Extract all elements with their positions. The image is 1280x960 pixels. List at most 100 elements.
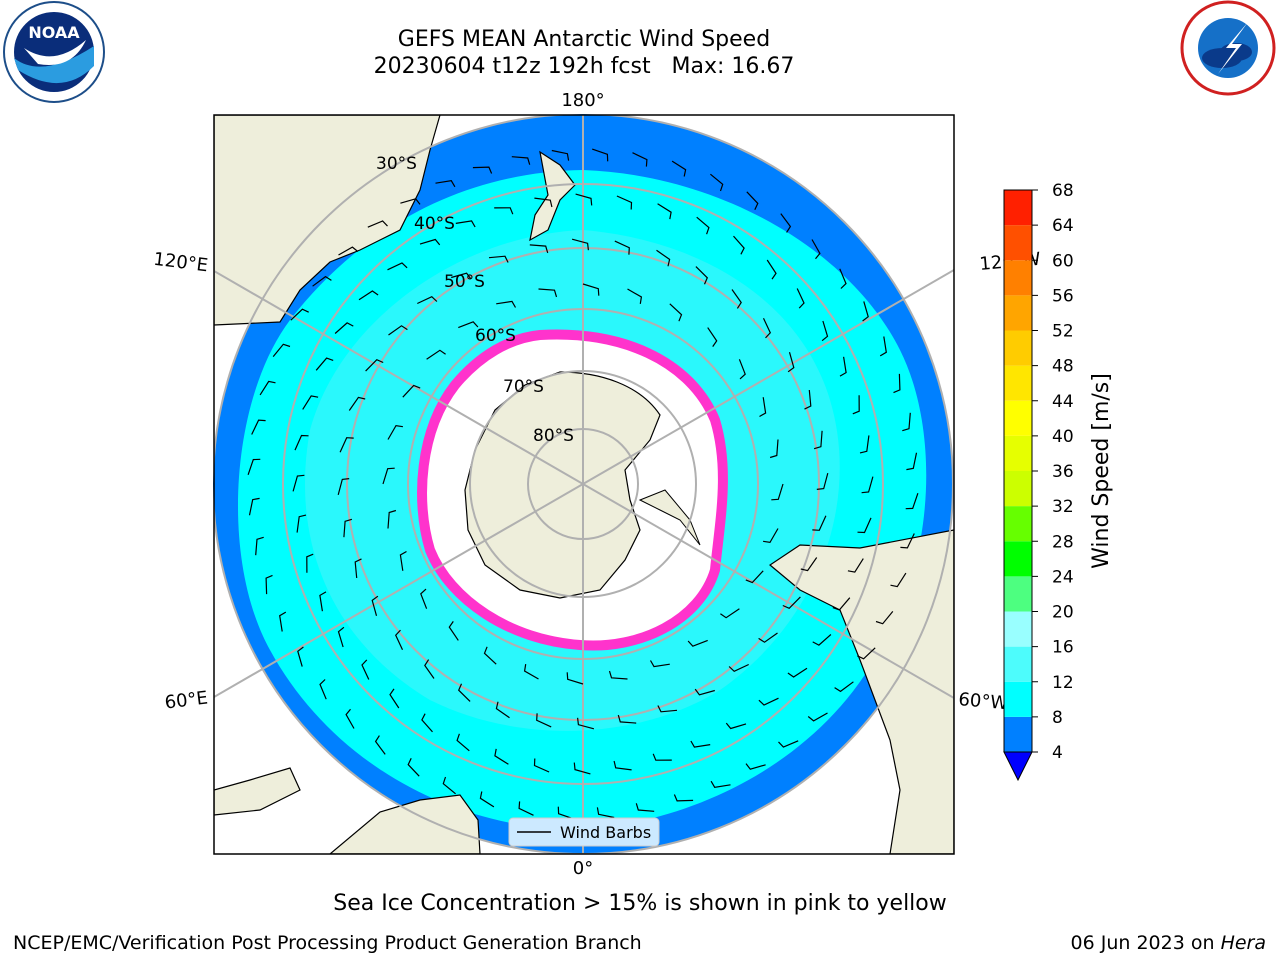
colorbar-segment — [1004, 646, 1032, 682]
wind-barb — [832, 597, 851, 611]
latitude-label-50s: 50°S — [444, 272, 485, 292]
colorbar-tick-label: 52 — [1052, 322, 1074, 342]
wind-barb — [780, 213, 792, 233]
colorbar-segment — [1004, 260, 1032, 296]
colorbar-segment — [1004, 330, 1032, 366]
wind-barb — [573, 762, 591, 775]
colorbar-tick-label: 68 — [1052, 181, 1074, 201]
wind-barb — [387, 424, 403, 440]
graticule — [214, 115, 954, 854]
wind-barb — [796, 288, 805, 309]
colorbar-segment — [1004, 506, 1032, 542]
wind-barb — [812, 515, 827, 531]
wind-barb — [345, 708, 355, 729]
wind-barb — [472, 166, 493, 174]
wind-barb — [657, 705, 678, 713]
colorbar-segment — [1004, 295, 1032, 331]
wind-barb — [694, 688, 715, 696]
wind-barb — [424, 659, 435, 679]
colorbar-tick-label: 56 — [1052, 286, 1074, 306]
wind-barb — [534, 197, 553, 208]
colorbar-segment — [1004, 471, 1032, 507]
wind-barb — [627, 288, 643, 304]
wind-barb — [387, 262, 408, 271]
wind-barb — [306, 553, 314, 573]
meridian-label-0: 0° — [573, 858, 593, 879]
colorbar-segment — [1004, 225, 1032, 261]
wind-barb — [839, 356, 847, 377]
wind-barb — [906, 452, 918, 471]
wind-barb — [859, 435, 870, 454]
wind-barb — [857, 517, 872, 534]
wind-barb — [731, 289, 742, 309]
colorbar-tick-label: 64 — [1052, 216, 1074, 236]
wind-barb — [656, 249, 671, 267]
wind-barb — [787, 667, 808, 678]
wind-barb — [592, 148, 609, 162]
wind-barb — [536, 713, 552, 728]
colorbar-segment — [1004, 541, 1032, 577]
wind-barb — [834, 681, 854, 693]
wind-barb — [821, 320, 829, 342]
wind-barb — [358, 290, 379, 301]
wind-barb — [733, 235, 745, 255]
wind-barb — [394, 629, 404, 650]
colorbar-label: Wind Speed [m/s] — [1089, 373, 1114, 569]
wind-barb — [687, 639, 708, 647]
wind-barb — [812, 634, 832, 646]
wind-barb — [494, 748, 509, 765]
wind-barb — [426, 349, 446, 360]
wind-barb — [807, 712, 828, 722]
wind-barb — [448, 621, 459, 641]
latitude-label-60s: 60°S — [475, 326, 516, 346]
wind-barb — [389, 688, 400, 709]
colorbar-tick-label: 24 — [1052, 567, 1074, 587]
wind-barb — [766, 259, 777, 280]
wind-barb — [720, 608, 740, 619]
wind-barb — [771, 483, 784, 501]
wind-barb — [495, 701, 510, 719]
wind-barb — [265, 574, 273, 595]
latitude-label-80s: 80°S — [533, 426, 574, 446]
meridian-label-120e: 120°E — [152, 249, 209, 277]
wind-barb — [571, 238, 589, 251]
wind-barb — [533, 758, 550, 773]
wind-barb — [652, 753, 672, 761]
wind-barb — [557, 806, 574, 820]
wind-barb — [455, 220, 476, 228]
wind-barb — [348, 396, 366, 411]
wind-barb — [617, 714, 637, 724]
wind-barb — [902, 412, 911, 432]
wind-barb — [435, 180, 456, 188]
wind-barb — [518, 801, 534, 816]
wind-barb — [337, 626, 345, 648]
noaa-logo: NOAA — [3, 1, 105, 103]
wind-barb — [695, 266, 709, 285]
wind-barb — [745, 763, 766, 770]
wind-barb — [315, 357, 334, 371]
legend: Wind Barbs — [508, 817, 660, 847]
wind-barb — [456, 733, 470, 752]
credit-text: NCEP/EMC/Verification Post Processing Pr… — [13, 932, 642, 954]
wind-barb — [596, 807, 615, 819]
wind-barb — [338, 246, 359, 256]
colorbar-segment — [1004, 576, 1032, 612]
wind-barb — [710, 780, 731, 788]
wind-barb — [746, 191, 759, 210]
colorbar-tick-label: 60 — [1052, 251, 1074, 271]
wind-barb — [616, 195, 633, 210]
colorbar-tick-label: 48 — [1052, 357, 1074, 377]
colorbar-tick-label: 16 — [1052, 638, 1074, 658]
wind-barb — [707, 327, 718, 347]
colorbar-segment — [1004, 190, 1032, 226]
wind-barb — [354, 558, 362, 579]
wind-barb — [725, 722, 747, 730]
wind-barb — [529, 244, 549, 254]
wind-barb — [421, 713, 433, 733]
colorbar-tick-label: 12 — [1052, 673, 1074, 693]
wind-barb — [511, 156, 531, 165]
wind-barb — [319, 591, 327, 612]
colorbar-segment — [1004, 716, 1032, 752]
latitude-label-30s: 30°S — [376, 154, 417, 174]
wind-barb — [483, 646, 497, 665]
